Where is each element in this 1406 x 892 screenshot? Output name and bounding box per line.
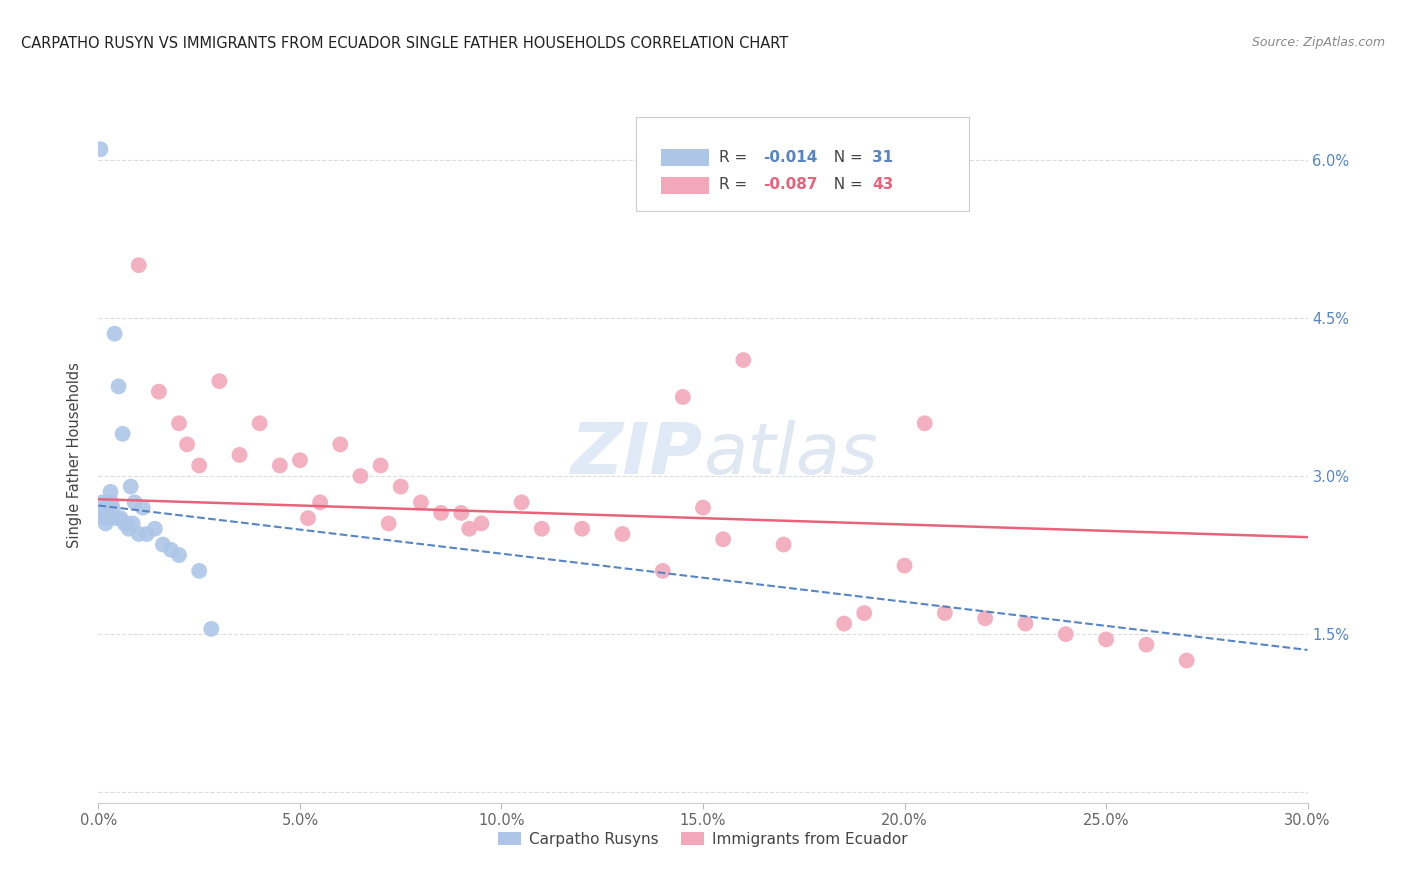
Point (96, 500, 118, 515)
Point (188, 564, 211, 578)
Point (409, 495, 432, 509)
Point (91, 506, 114, 520)
Point (1054, 627, 1077, 641)
Point (111, 426, 134, 441)
Text: atlas: atlas (703, 420, 877, 490)
Point (470, 516, 492, 531)
FancyBboxPatch shape (637, 118, 969, 211)
Point (914, 417, 936, 431)
Point (115, 516, 138, 531)
Point (510, 495, 533, 509)
Point (132, 500, 155, 515)
Point (200, 622, 222, 636)
Point (733, 353, 755, 368)
Point (377, 516, 399, 531)
Point (329, 437, 352, 451)
Point (167, 417, 190, 431)
Point (135, 527, 157, 541)
Point (458, 522, 481, 536)
Legend: Carpatho Rusyns, Immigrants from Ecuador: Carpatho Rusyns, Immigrants from Ecuador (491, 824, 915, 855)
Point (370, 458, 392, 473)
Point (1175, 653, 1198, 667)
Point (120, 479, 142, 493)
Text: 43: 43 (872, 178, 894, 193)
Point (103, 326, 125, 341)
Point (100, 495, 122, 509)
Point (1014, 616, 1036, 631)
Point (118, 522, 141, 536)
Text: -0.014: -0.014 (763, 150, 818, 165)
Point (934, 606, 956, 620)
Point (143, 522, 166, 536)
Point (974, 611, 997, 625)
Point (772, 537, 794, 551)
Point (1135, 638, 1157, 652)
Point (128, 258, 150, 272)
Point (1095, 632, 1118, 647)
Point (110, 511, 132, 525)
Point (297, 511, 319, 525)
Point (692, 500, 714, 515)
Point (288, 453, 311, 467)
Point (711, 533, 734, 547)
Point (208, 374, 231, 388)
Text: ZIP: ZIP (571, 420, 703, 490)
FancyBboxPatch shape (661, 177, 709, 194)
Point (832, 616, 855, 631)
Text: 31: 31 (872, 150, 893, 165)
Point (167, 548, 190, 562)
Point (530, 522, 553, 536)
Point (91, 495, 114, 509)
Point (93, 511, 115, 525)
Text: R =: R = (718, 178, 752, 193)
Point (160, 542, 183, 557)
Point (94, 516, 117, 531)
Point (101, 500, 124, 515)
Point (148, 384, 170, 399)
Point (430, 506, 453, 520)
Point (249, 417, 271, 431)
Point (389, 479, 412, 493)
Point (105, 511, 128, 525)
Point (672, 390, 695, 404)
Point (128, 527, 150, 541)
Point (269, 458, 291, 473)
Point (121, 516, 143, 531)
Text: N =: N = (824, 178, 868, 193)
Point (188, 458, 211, 473)
Point (96, 506, 118, 520)
Text: R =: R = (718, 150, 752, 165)
Point (450, 506, 472, 520)
Text: CARPATHO RUSYN VS IMMIGRANTS FROM ECUADOR SINGLE FATHER HOUSEHOLDS CORRELATION C: CARPATHO RUSYN VS IMMIGRANTS FROM ECUADO… (21, 36, 789, 51)
Point (114, 516, 136, 531)
Point (100, 484, 122, 499)
Point (176, 437, 198, 451)
Text: Source: ZipAtlas.com: Source: ZipAtlas.com (1251, 36, 1385, 49)
Point (228, 448, 250, 462)
Text: N =: N = (824, 150, 868, 165)
Point (152, 537, 174, 551)
Point (651, 564, 673, 578)
Point (893, 558, 915, 573)
Point (612, 527, 634, 541)
Text: -0.087: -0.087 (763, 178, 818, 193)
Y-axis label: Single Father Households: Single Father Households (67, 362, 83, 548)
FancyBboxPatch shape (661, 149, 709, 166)
Point (124, 495, 146, 509)
Point (309, 495, 332, 509)
Point (89, 142, 111, 156)
Point (571, 522, 593, 536)
Point (107, 379, 129, 393)
Point (97, 511, 120, 525)
Point (853, 606, 876, 620)
Point (349, 469, 371, 483)
